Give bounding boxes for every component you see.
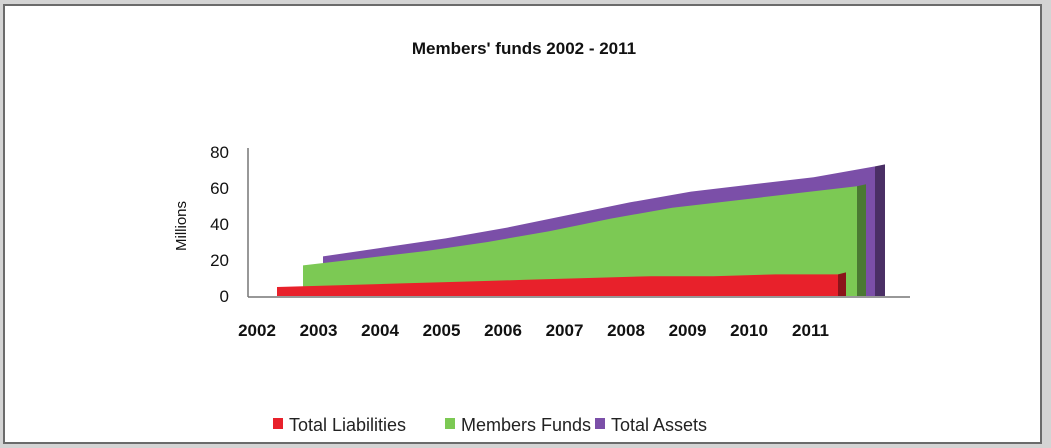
x-tick-label: 2009	[669, 321, 707, 340]
x-tick-label: 2002	[238, 321, 276, 340]
x-tick-label: 2005	[423, 321, 461, 340]
series-side-members-funds	[857, 184, 866, 296]
legend-label-members-funds: Members Funds	[461, 415, 591, 435]
y-tick-label: 80	[210, 143, 229, 162]
chart-canvas: Members' funds 2002 - 2011 Millions 0 20 4…	[173, 39, 910, 435]
x-tick-label: 2003	[300, 321, 338, 340]
chart-frame: Members' funds 2002 - 2011 Millions 0 20 4…	[3, 4, 1042, 444]
x-tick-label: 2004	[361, 321, 399, 340]
x-tick-label: 2006	[484, 321, 522, 340]
x-tick-label: 2010	[730, 321, 768, 340]
axis-layer: 0 20 40 60 80 2002 2003 2004 2005 2006 2007 2008 200…	[210, 143, 910, 340]
x-tick-label: 2008	[607, 321, 645, 340]
series-area-members-funds	[303, 186, 857, 296]
legend-swatch-total-liabilities	[273, 418, 283, 429]
series-area-total-liabilities	[277, 274, 838, 296]
chart-title: Members' funds 2002 - 2011	[412, 39, 636, 58]
legend-label-total-liabilities: Total Liabilities	[289, 415, 406, 435]
x-tick-label: 2007	[546, 321, 584, 340]
y-tick-label: 60	[210, 179, 229, 198]
y-tick-label: 20	[210, 251, 229, 270]
series-side-total-liabilities	[838, 272, 846, 296]
legend-swatch-total-assets	[595, 418, 605, 429]
legend-swatch-members-funds	[445, 418, 455, 429]
legend-label-total-assets: Total Assets	[611, 415, 707, 435]
legend: Total Liabilities Members Funds Total Asse…	[273, 415, 707, 435]
x-tick-label: 2011	[792, 321, 829, 340]
y-tick-label: 0	[220, 287, 229, 306]
y-tick-label: 40	[210, 215, 229, 234]
series-layer	[277, 164, 885, 296]
series-side-total-assets	[875, 164, 885, 296]
y-axis-label: Millions	[173, 201, 190, 251]
